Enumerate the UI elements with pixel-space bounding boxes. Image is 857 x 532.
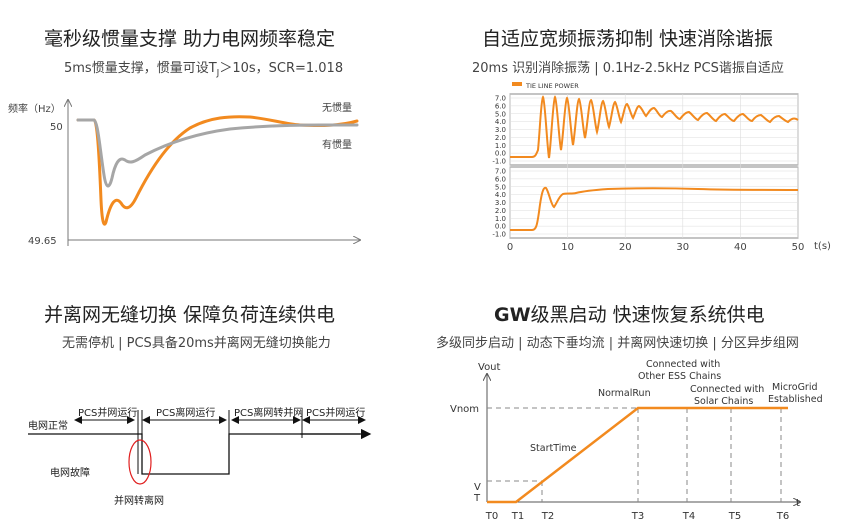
- freq-tick-50: 50: [50, 122, 63, 133]
- x-tick-label: 20: [619, 242, 632, 253]
- x-tick-label: 0: [507, 242, 513, 253]
- y-tick-label: 5.0: [495, 183, 506, 191]
- time-tick-t6: T6: [776, 511, 789, 522]
- switch-label: 并网转离网: [114, 494, 164, 507]
- panel1-subtitle-post: ＞10s，SCR=1.018: [219, 61, 344, 76]
- bs-t-axis-label: t: [796, 498, 800, 509]
- microgrid-line1: MicroGrid: [772, 382, 818, 393]
- inertia-curve: [76, 118, 359, 188]
- y-tick-label: 1.0: [495, 142, 506, 150]
- panel4-title-rest: 级黑启动 快速恢复系统供电: [530, 304, 765, 326]
- time-tick-t4: T4: [682, 511, 695, 522]
- panel3-subtitle: 无需停机 | PCS具备20ms并离网无缝切换能力: [62, 336, 331, 351]
- frequency-chart: 频率（Hz） 50 49.65 无惯量 有惯量: [8, 0, 428, 247]
- freq-tick-4965: 49.65: [28, 236, 57, 247]
- seg3-label: PCS离网转并网: [234, 406, 303, 419]
- panel-oscillation-suppression: 自适应宽频振荡抑制 快速消除谐振 20ms 识别消除振荡 | 0.1Hz-2.5…: [428, 0, 857, 266]
- switching-diagram: PCS并网运行 PCS离网运行 PCS离网转并网 PCS并网运行 电网正常 电网…: [28, 406, 372, 507]
- microgrid-line2: Established: [768, 394, 823, 405]
- y-tick-label: 2.0: [495, 134, 506, 142]
- x-tick-label: 10: [561, 242, 574, 253]
- connected-ess-line1: Connected with: [646, 359, 720, 370]
- panel3-title: 并离网无缝切换 保障负荷连续供电: [44, 304, 336, 326]
- panel4-title-bold: GW: [494, 304, 531, 326]
- panel4-subtitle: 多级同步启动 | 动态下垂均流 | 并离网快速切换 | 分区异步组网: [436, 336, 799, 351]
- legend-swatch: [512, 82, 522, 86]
- panel1-subtitle-pre: 5ms惯量支撑，惯量可设T: [64, 61, 217, 76]
- bs-time-ticks: T0 T1 T2 T3 T4 T5 T6: [485, 511, 789, 522]
- seg2-label: PCS离网运行: [156, 406, 215, 419]
- seg1-label: PCS并网运行: [78, 406, 137, 419]
- panel1-subtitle: 5ms惯量支撑，惯量可设TJ＞10s，SCR=1.018: [64, 57, 343, 79]
- y-tick-label: 6.0: [495, 102, 506, 110]
- bs-vnom-label: Vnom: [450, 404, 479, 415]
- no-inertia-curve: [76, 115, 359, 226]
- bs-vout-label: Vout: [478, 362, 501, 373]
- y-tick-label: 0.0: [495, 223, 506, 231]
- y-tick-label: 2.0: [495, 207, 506, 215]
- y-tick-label: 5.0: [495, 110, 506, 118]
- voltage-ramp-line: [487, 406, 788, 504]
- y-tick-label: 0.0: [495, 150, 506, 158]
- x-tick-label: 40: [734, 242, 747, 253]
- legend-no-inertia: 无惯量: [322, 101, 352, 114]
- panel1-subtitle-sub: J: [216, 68, 220, 79]
- x-tick-label: 50: [792, 242, 805, 253]
- grid-state-line: [28, 433, 360, 475]
- lower-power-curve: [510, 186, 799, 231]
- legend-inertia: 有惯量: [322, 138, 352, 151]
- time-tick-t0: T0: [485, 511, 498, 522]
- black-start-chart: Vout Vnom V T t NormalRun StartTime Conn…: [450, 359, 823, 522]
- y-tick-label: -1.0: [492, 158, 506, 166]
- panel-inertia-support: 毫秒级惯量支撑 助力电网频率稳定 5ms惯量支撑，惯量可设TJ＞10s，SCR=…: [0, 0, 428, 266]
- grid-normal-label: 电网正常: [28, 419, 68, 432]
- panel-black-start: GW级黑启动 快速恢复系统供电 多级同步启动 | 动态下垂均流 | 并离网快速切…: [428, 266, 857, 532]
- bs-t-small-label: T: [473, 493, 481, 504]
- grid-fault-label: 电网故障: [50, 466, 90, 479]
- upper-power-curve: [510, 95, 799, 159]
- x-tick-label: 30: [676, 242, 689, 253]
- connected-ess-line2: Other ESS Chains: [638, 371, 721, 382]
- time-tick-t2: T2: [541, 511, 554, 522]
- panel2-title: 自适应宽频振荡抑制 快速消除谐振: [482, 28, 774, 50]
- panel4-title: GW级黑启动 快速恢复系统供电: [494, 300, 765, 327]
- seg4-label: PCS并网运行: [306, 406, 365, 419]
- panel-seamless-switching: 并离网无缝切换 保障负荷连续供电 无需停机 | PCS具备20ms并离网无缝切换…: [0, 266, 428, 532]
- y-tick-label: 4.0: [495, 191, 506, 199]
- y-tick-label: 6.0: [495, 175, 506, 183]
- y-tick-label: 3.0: [495, 126, 506, 134]
- bs-v-label: V: [474, 482, 481, 493]
- start-time-label: StartTime: [530, 443, 577, 454]
- normal-run-label: NormalRun: [598, 388, 651, 399]
- freq-y-label: 频率（Hz）: [8, 102, 61, 115]
- tie-line-grid: [509, 94, 799, 238]
- switch-highlight-circle: [128, 439, 152, 485]
- tie-line-ticks: 7.06.05.04.03.02.01.00.0-1.07.06.05.04.0…: [492, 95, 804, 254]
- y-tick-label: 1.0: [495, 215, 506, 223]
- y-tick-label: 4.0: [495, 118, 506, 126]
- connected-solar-line1: Connected with: [690, 384, 764, 395]
- connected-solar-line2: Solar Chains: [694, 396, 753, 407]
- tie-line-chart: TIE LINE POWER 7.06.05.04.03.02.01.00.0-…: [492, 82, 831, 254]
- tie-line-x-unit: t(s): [814, 241, 831, 252]
- panel2-subtitle: 20ms 识别消除振荡 | 0.1Hz-2.5kHz PCS谐振自适应: [472, 61, 784, 76]
- time-tick-t3: T3: [631, 511, 644, 522]
- y-tick-label: -1.0: [492, 231, 506, 239]
- panel1-title: 毫秒级惯量支撑 助力电网频率稳定: [44, 28, 336, 50]
- y-tick-label: 3.0: [495, 199, 506, 207]
- time-tick-t1: T1: [511, 511, 524, 522]
- y-tick-label: 7.0: [495, 168, 506, 176]
- y-tick-label: 7.0: [495, 95, 506, 103]
- time-tick-t5: T5: [728, 511, 741, 522]
- legend-tie-line: TIE LINE POWER: [525, 82, 579, 90]
